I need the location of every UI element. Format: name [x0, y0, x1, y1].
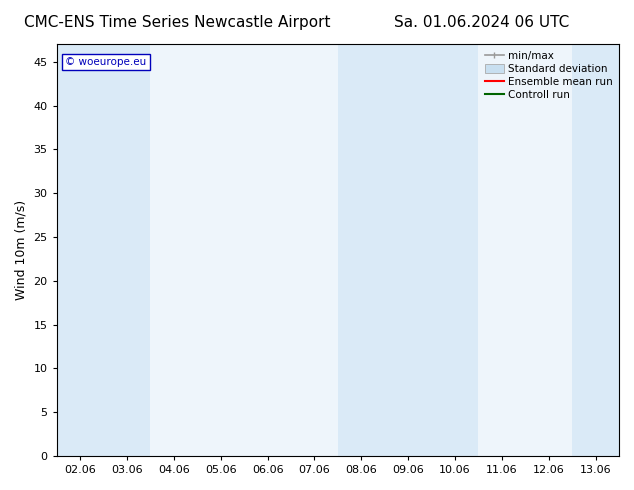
Bar — [385, 45, 432, 456]
Bar — [432, 45, 479, 456]
Bar — [338, 45, 385, 456]
Legend: min/max, Standard deviation, Ensemble mean run, Controll run: min/max, Standard deviation, Ensemble me… — [481, 47, 617, 104]
Bar — [572, 45, 619, 456]
Bar — [103, 45, 150, 456]
Text: © woeurope.eu: © woeurope.eu — [65, 57, 146, 67]
Text: CMC-ENS Time Series Newcastle Airport: CMC-ENS Time Series Newcastle Airport — [24, 15, 331, 30]
Y-axis label: Wind 10m (m/s): Wind 10m (m/s) — [15, 200, 28, 300]
Bar — [56, 45, 103, 456]
Text: Sa. 01.06.2024 06 UTC: Sa. 01.06.2024 06 UTC — [394, 15, 569, 30]
